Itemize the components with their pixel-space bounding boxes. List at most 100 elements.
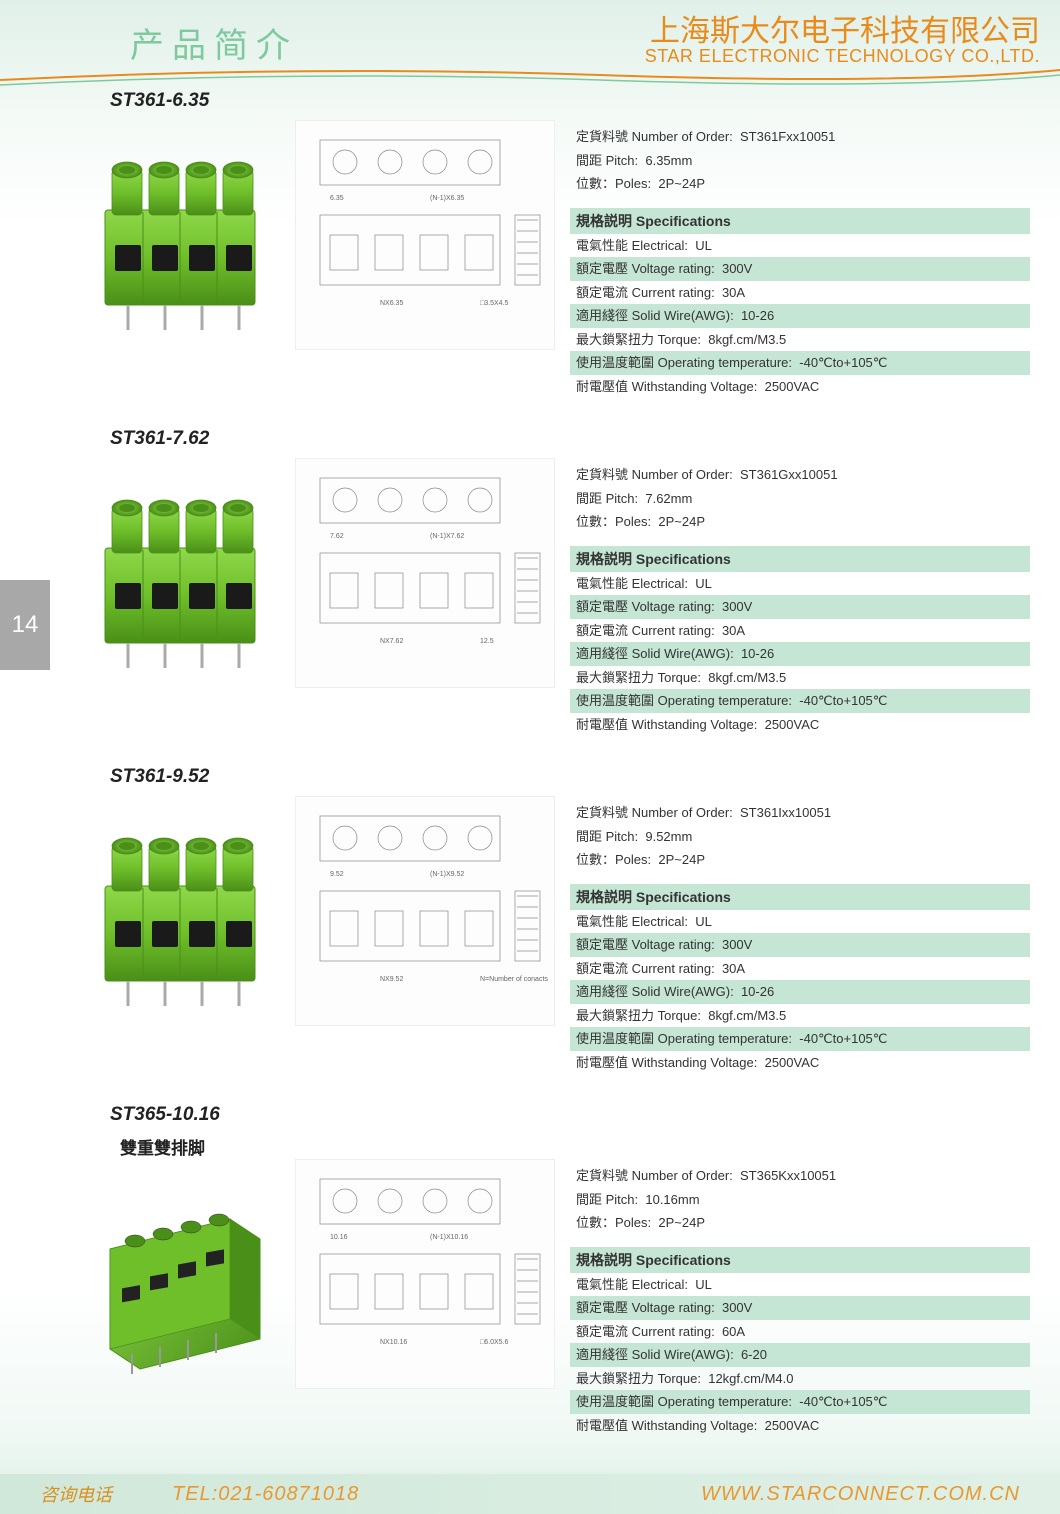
pitch-value: 7.62mm [645,491,692,506]
spec-label: 使用温度範圍 Operating temperature: [576,355,792,370]
spec-value: 2500VAC [765,717,820,732]
spec-header: 規格説明 Specifications [570,546,1030,572]
spec-label: 額定電壓 Voltage rating: [576,261,715,276]
spec-label: 額定電壓 Voltage rating: [576,599,715,614]
spec-row: 適用綫徑 Solid Wire(AWG): 6-20 [570,1343,1030,1367]
spec-value: 10-26 [741,646,774,661]
spec-label: 適用綫徑 Solid Wire(AWG): [576,646,734,661]
spec-value: 30A [722,285,745,300]
spec-label: 最大鎖緊扭力 Torque: [576,332,701,347]
spec-label: 額定電壓 Voltage rating: [576,1300,715,1315]
spec-value: UL [695,576,712,591]
footer-contact-label: 咨询电话 [40,1481,112,1507]
svg-text:6.35: 6.35 [330,195,344,202]
spec-row: 額定電壓 Voltage rating: 300V [570,595,1030,619]
spec-row: 使用温度範圍 Operating temperature: -40℃to+105… [570,1390,1030,1414]
spec-row: 額定電流 Current rating: 60A [570,1320,1030,1344]
spec-row: 電氣性能 Electrical: UL [570,910,1030,934]
spec-value: 300V [722,937,752,952]
footer-website: WWW.STARCONNECT.COM.CN [701,1483,1020,1506]
technical-drawing: 10.16NX10.16(N-1)X10.16□6.0X5.6 [295,1159,555,1389]
spec-row: 電氣性能 Electrical: UL [570,572,1030,596]
spec-value: UL [695,238,712,253]
spec-label: 使用温度範圍 Operating temperature: [576,693,792,708]
spec-row: 額定電流 Current rating: 30A [570,281,1030,305]
spec-value: 12kgf.cm/M4.0 [708,1371,793,1386]
product-model: ST361-6.35 [110,90,1030,112]
company-name-cn: 上海斯大尔电子科技有限公司 [650,6,1040,50]
pitch-value: 9.52mm [645,829,692,844]
spec-value: 300V [722,1300,752,1315]
svg-text:12.5: 12.5 [480,638,494,645]
svg-text:NX10.16: NX10.16 [380,1339,407,1346]
spec-value: 2500VAC [765,1418,820,1433]
spec-header: 規格説明 Specifications [570,208,1030,234]
spec-row: 電氣性能 Electrical: UL [570,234,1030,258]
page-number: 14 [12,611,39,639]
spec-label: 最大鎖緊扭力 Torque: [576,670,701,685]
spec-value: 60A [722,1324,745,1339]
spec-label: 最大鎖緊扭力 Torque: [576,1371,701,1386]
product-block: ST365-10.16 雙重雙排脚 [80,1104,1030,1437]
pitch-label: 間距 Pitch: [576,491,638,506]
spec-row: 額定電壓 Voltage rating: 300V [570,257,1030,281]
poles-row: 位數：Poles: 2P~24P [570,848,1030,872]
poles-value: 2P~24P [658,1215,705,1230]
pitch-row: 間距 Pitch: 10.16mm [570,1188,1030,1212]
page-number-tab: 14 [0,580,50,670]
order-label: 定貨料號 Number of Order: [576,467,733,482]
spec-label: 使用温度範圍 Operating temperature: [576,1031,792,1046]
svg-text:9.52: 9.52 [330,871,344,878]
spec-value: 2500VAC [765,1055,820,1070]
order-number-row: 定貨料號 Number of Order: ST361Ixx10051 [570,801,1030,825]
poles-value: 2P~24P [658,852,705,867]
svg-text:□3.5X4.5: □3.5X4.5 [480,300,508,307]
spec-row: 耐電壓值 Withstanding Voltage: 2500VAC [570,1414,1030,1438]
footer-telephone: TEL:021-60871018 [172,1483,359,1506]
spec-column: 定貨料號 Number of Order: ST365Kxx10051 間距 P… [570,1159,1030,1437]
order-number-row: 定貨料號 Number of Order: ST361Gxx10051 [570,463,1030,487]
spec-row: 耐電壓值 Withstanding Voltage: 2500VAC [570,713,1030,737]
product-model: ST365-10.16 [110,1104,1030,1126]
spec-header: 規格説明 Specifications [570,884,1030,910]
order-value: ST361Fxx10051 [740,129,835,144]
order-label: 定貨料號 Number of Order: [576,129,733,144]
poles-row: 位數：Poles: 2P~24P [570,1211,1030,1235]
svg-text:NX9.52: NX9.52 [380,976,403,983]
page-footer: 咨询电话 TEL:021-60871018 WWW.STARCONNECT.CO… [0,1474,1060,1514]
spec-row: 耐電壓值 Withstanding Voltage: 2500VAC [570,375,1030,399]
product-block: ST361-6.35 [80,90,1030,398]
svg-text:N=Number of conacts: N=Number of conacts [480,976,548,983]
spec-row: 最大鎖緊扭力 Torque: 8kgf.cm/M3.5 [570,666,1030,690]
poles-label: 位數：Poles: [576,176,651,191]
spec-value: 300V [722,599,752,614]
spec-row: 最大鎖緊扭力 Torque: 12kgf.cm/M4.0 [570,1367,1030,1391]
product-image [80,1159,280,1389]
spec-label: 最大鎖緊扭力 Torque: [576,1008,701,1023]
spec-label: 額定電流 Current rating: [576,961,715,976]
technical-drawing: 7.62NX7.62(N-1)X7.6212.5 [295,458,555,688]
spec-value: 8kgf.cm/M3.5 [708,670,786,685]
spec-label: 額定電流 Current rating: [576,285,715,300]
spec-row: 使用温度範圍 Operating temperature: -40℃to+105… [570,351,1030,375]
poles-value: 2P~24P [658,514,705,529]
page-header: 产品简介 上海斯大尔电子科技有限公司 STAR ELECTRONIC TECHN… [0,0,1060,80]
spec-value: 300V [722,261,752,276]
spec-value: 6-20 [741,1347,767,1362]
spec-row: 最大鎖緊扭力 Torque: 8kgf.cm/M3.5 [570,1004,1030,1028]
spec-label: 電氣性能 Electrical: [576,914,688,929]
svg-text:NX6.35: NX6.35 [380,300,403,307]
spec-row: 適用綫徑 Solid Wire(AWG): 10-26 [570,642,1030,666]
poles-label: 位數：Poles: [576,1215,651,1230]
spec-value: 2500VAC [765,379,820,394]
product-block: ST361-7.62 [80,428,1030,736]
spec-row: 適用綫徑 Solid Wire(AWG): 10-26 [570,304,1030,328]
svg-text:10.16: 10.16 [330,1234,348,1241]
poles-row: 位數：Poles: 2P~24P [570,172,1030,196]
product-block: ST361-9.52 [80,766,1030,1074]
poles-label: 位數：Poles: [576,514,651,529]
spec-label: 使用温度範圍 Operating temperature: [576,1394,792,1409]
spec-column: 定貨料號 Number of Order: ST361Ixx10051 間距 P… [570,796,1030,1074]
spec-label: 適用綫徑 Solid Wire(AWG): [576,1347,734,1362]
svg-text:(N-1)X9.52: (N-1)X9.52 [430,871,464,878]
